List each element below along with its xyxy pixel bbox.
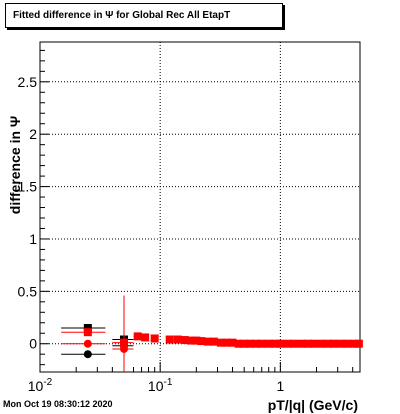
data-point-square <box>165 335 174 344</box>
grid <box>40 42 360 372</box>
data-point-square <box>324 339 333 348</box>
data-point-square <box>337 339 346 348</box>
data-point-square <box>83 328 92 337</box>
data-point-square <box>228 338 237 347</box>
axes: 10-2 10-1 1 0 0.5 1 1.5 2 2.5 <box>18 49 354 394</box>
data-point-square <box>173 335 182 344</box>
data-point-square <box>276 339 285 348</box>
data-point-square <box>330 339 339 348</box>
data-point-square <box>197 337 206 346</box>
title-box: Fitted difference in Ψ for Global Rec Al… <box>5 3 283 28</box>
data-point-square <box>349 339 358 348</box>
x-tick-label: 1 <box>276 378 284 394</box>
data-point-square <box>180 336 189 345</box>
data-point-square <box>234 339 243 348</box>
data-point-square <box>209 337 218 346</box>
data-point-square <box>290 339 299 348</box>
y-tick-label: 2 <box>29 126 37 142</box>
data-point-square <box>297 339 306 348</box>
data-point-square <box>240 339 249 348</box>
data-point-square <box>309 339 318 348</box>
y-tick-label: 1 <box>29 231 37 247</box>
y-tick-label: 0.5 <box>18 283 38 299</box>
data-point-square <box>141 333 150 342</box>
data-point-square <box>354 339 363 348</box>
data-point-square <box>252 339 261 348</box>
data-point-square <box>186 336 195 345</box>
data-point-circle <box>119 344 128 353</box>
data-point-square <box>304 339 313 348</box>
data-point-circle <box>83 339 92 348</box>
data-point-square <box>203 337 212 346</box>
data-point-square <box>317 339 326 348</box>
y-tick-label: 1.5 <box>18 179 38 195</box>
data-point-square <box>192 336 201 345</box>
data-point-square <box>343 339 352 348</box>
data-point-square <box>257 339 266 348</box>
data-point-circle <box>83 350 92 359</box>
chart-title: Fitted difference in Ψ for Global Rec Al… <box>13 10 231 21</box>
data-point-square <box>216 338 225 347</box>
data-point-square <box>133 332 142 341</box>
x-tick-label: 10-1 <box>148 377 173 394</box>
data-point-square <box>246 339 255 348</box>
y-tick-label: 2.5 <box>18 74 38 90</box>
data-points <box>61 295 363 372</box>
x-tick-label: 10-2 <box>28 377 53 394</box>
data-point-square <box>283 339 292 348</box>
timestamp: Mon Oct 19 08:30:12 2020 <box>3 399 113 409</box>
data-point-square <box>264 339 273 348</box>
data-point-square <box>223 338 232 347</box>
data-point-square <box>150 334 159 343</box>
x-axis-label: pT/|q| (GeV/c) <box>268 397 358 413</box>
y-axis-label: difference in Ψ <box>7 116 23 214</box>
data-point-square <box>119 338 128 347</box>
y-tick-label: 0 <box>29 336 37 352</box>
frame <box>39 41 361 373</box>
data-point-square <box>270 339 279 348</box>
data-point-square <box>83 324 92 332</box>
